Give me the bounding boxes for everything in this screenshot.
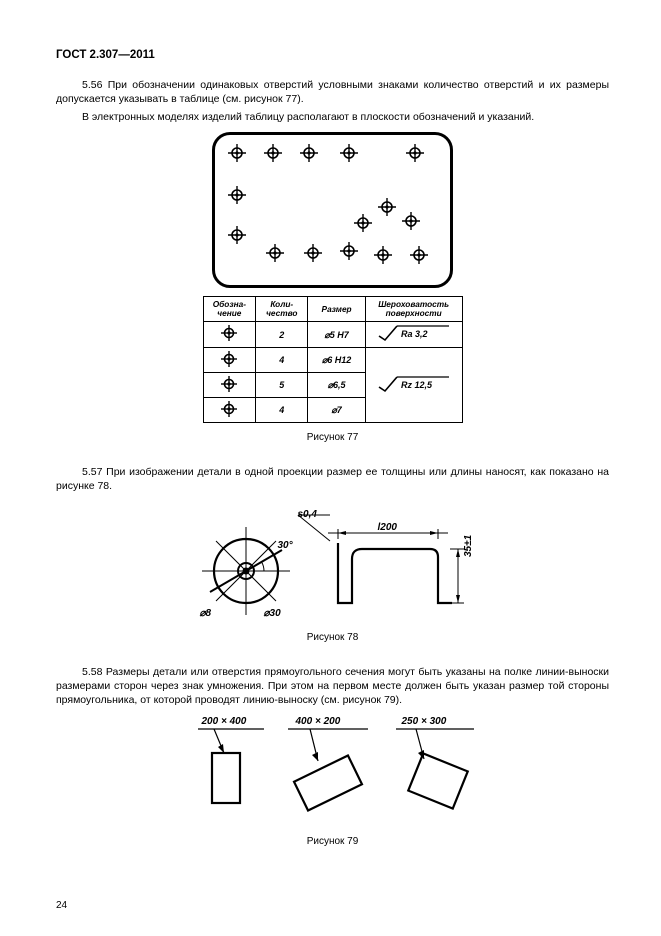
hole-marker [406, 144, 420, 158]
hole-marker [402, 212, 416, 226]
table-row: 4⌀6 H12 Rz 12,5 [203, 348, 462, 373]
fig78-s-label: s0,4 [298, 508, 317, 522]
cell-symbol [203, 373, 256, 398]
doc-header: ГОСТ 2.307—2011 [56, 48, 609, 64]
figure-77-table: Обозна- чение Коли- чество Размер Шерохо… [203, 296, 463, 423]
fig78-angle-label: 30° [278, 539, 293, 553]
figure-77-caption: Рисунок 77 [56, 431, 609, 445]
th-symbol: Обозна- чение [203, 297, 256, 322]
fig78-d1: ⌀8 [200, 607, 212, 621]
figure-79-svg [168, 717, 498, 827]
cell-surface: Rz 12,5 [365, 348, 462, 423]
hole-marker [410, 246, 424, 260]
cell-qty: 4 [256, 348, 308, 373]
hole-marker [340, 242, 354, 256]
th-qty: Коли- чество [256, 297, 308, 322]
paragraph-556-a: 5.56 При обозначении одинаковых отверсти… [56, 78, 609, 106]
cell-symbol [203, 348, 256, 373]
table-row: 2⌀5 H7 Ra 3,2 [203, 322, 462, 348]
cell-qty: 2 [256, 322, 308, 348]
figure-78-svg [188, 503, 478, 623]
hole-marker [264, 144, 278, 158]
fig79-label-0: 200 × 400 [202, 715, 247, 729]
svg-text:Ra 3,2: Ra 3,2 [401, 329, 428, 339]
page: ГОСТ 2.307—2011 5.56 При обозначении оди… [0, 0, 661, 936]
hole-marker [300, 144, 314, 158]
figure-77-plate [212, 132, 453, 288]
hole-marker [374, 246, 388, 260]
figure-78-caption: Рисунок 78 [56, 631, 609, 645]
cell-size: ⌀5 H7 [308, 322, 365, 348]
figure-79-caption: Рисунок 79 [56, 835, 609, 849]
hole-marker [266, 244, 280, 258]
svg-text:Rz 12,5: Rz 12,5 [401, 380, 433, 390]
paragraph-556-b: В электронных моделях изделий таблицу ра… [56, 110, 609, 124]
fig78-d2: ⌀30 [264, 607, 281, 621]
hole-marker [228, 226, 242, 240]
cell-qty: 5 [256, 373, 308, 398]
hole-marker [378, 198, 392, 212]
figure-77: Обозна- чение Коли- чество Размер Шерохо… [203, 132, 463, 423]
th-size: Размер [308, 297, 365, 322]
cell-qty: 4 [256, 398, 308, 423]
cell-size: ⌀7 [308, 398, 365, 423]
hole-marker [228, 144, 242, 158]
fig78-height-label: 35±1 [462, 535, 476, 557]
figure-78: s0,4 30° l200 35±1 ⌀8 ⌀30 [188, 503, 478, 623]
paragraph-558: 5.58 Размеры детали или отверстия прямоу… [56, 665, 609, 708]
fig78-length-label: l200 [378, 521, 397, 535]
hole-marker [228, 186, 242, 200]
figure-79: 200 × 400 400 × 200 250 × 300 [168, 717, 498, 827]
paragraph-557: 5.57 При изображении детали в одной прое… [56, 465, 609, 493]
fig79-label-2: 250 × 300 [402, 715, 447, 729]
cell-size: ⌀6 H12 [308, 348, 365, 373]
cell-surface: Ra 3,2 [365, 322, 462, 348]
page-number: 24 [56, 899, 67, 913]
cell-symbol [203, 322, 256, 348]
hole-marker [340, 144, 354, 158]
cell-symbol [203, 398, 256, 423]
hole-marker [304, 244, 318, 258]
hole-marker [354, 214, 368, 228]
cell-size: ⌀6,5 [308, 373, 365, 398]
fig79-label-1: 400 × 200 [296, 715, 341, 729]
th-surface: Шероховатость поверхности [365, 297, 462, 322]
